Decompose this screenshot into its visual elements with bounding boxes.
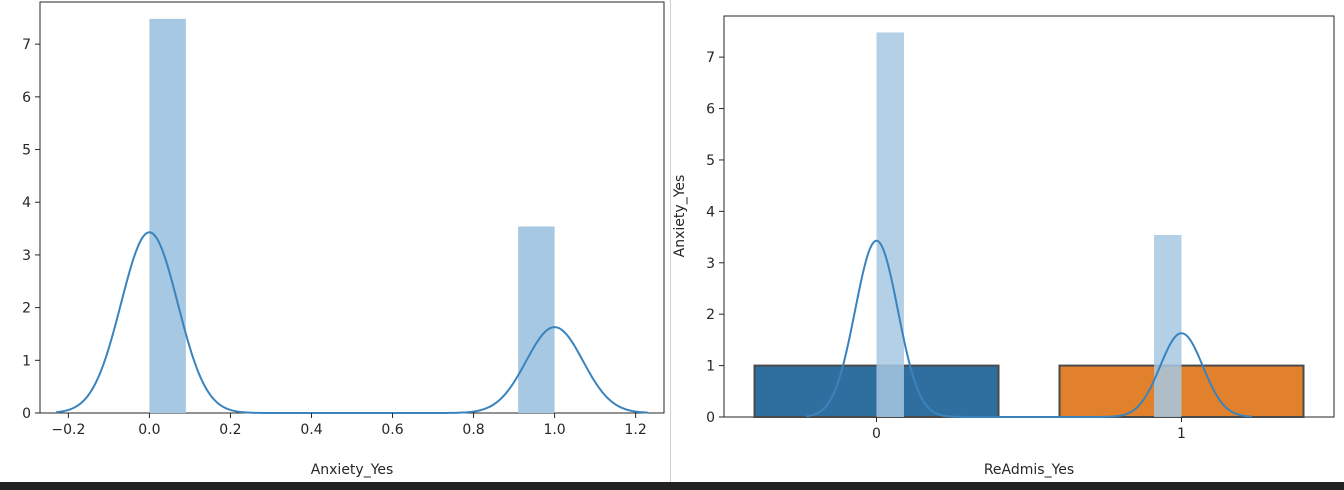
right-y-tick-label: 1 — [706, 359, 715, 375]
right-y-tick-label: 4 — [706, 204, 715, 220]
left-y-tick-label: 2 — [22, 301, 31, 317]
right-y-tick-label: 2 — [706, 307, 715, 323]
right-kde-line — [806, 239, 1252, 418]
left-histogram — [149, 18, 555, 413]
bottom-bar — [0, 482, 1344, 490]
left-x-tick-label: 0.8 — [462, 422, 484, 438]
left-y-tick-label: 5 — [22, 143, 31, 159]
left-x-ticks: −0.2 0.0 0.2 0.4 0.6 0.8 1.0 1.2 — [51, 413, 647, 438]
left-y-tick-label: 7 — [22, 37, 31, 53]
right-y-tick-label: 6 — [706, 102, 715, 118]
right-hist-bar-0 — [876, 32, 904, 417]
right-hist-bar-1 — [1154, 235, 1182, 417]
right-y-tick-label: 7 — [706, 50, 715, 66]
left-y-tick-label: 1 — [22, 353, 31, 369]
left-y-tick-label: 4 — [22, 195, 31, 211]
left-x-tick-label: 0.4 — [300, 422, 322, 438]
left-kde-line — [56, 231, 648, 414]
right-y-axis-label: Anxiety_Yes — [672, 175, 688, 258]
left-y-tick-label: 3 — [22, 248, 31, 264]
left-y-tick-label: 6 — [22, 90, 31, 106]
right-y-tick-label: 5 — [706, 153, 715, 169]
left-x-tick-label: 0.0 — [138, 422, 160, 438]
left-y-tick-label: 0 — [22, 406, 31, 422]
left-x-axis-label: Anxiety_Yes — [311, 462, 394, 478]
left-hist-bar-0 — [149, 18, 186, 413]
left-plot: −0.2 0.0 0.2 0.4 0.6 0.8 1.0 1.2 0 1 2 3 4 5 6 7 Anxie… — [22, 1, 665, 478]
right-y-tick-label: 3 — [706, 256, 715, 272]
left-plot-frame — [39, 1, 665, 414]
left-hist-bar-1 — [518, 226, 555, 413]
right-y-ticks: 0 1 2 3 4 5 6 7 — [706, 50, 724, 426]
right-plot-frame — [723, 15, 1335, 418]
left-x-tick-label: 1.2 — [625, 422, 647, 438]
right-bars — [753, 364, 1305, 419]
panel-divider — [670, 0, 671, 482]
right-x-tick-label: 1 — [1177, 426, 1186, 442]
right-x-tick-label: 0 — [872, 426, 881, 442]
left-x-tick-label: 0.2 — [219, 422, 241, 438]
left-x-tick-label: 1.0 — [543, 422, 565, 438]
right-y-tick-label: 0 — [706, 410, 715, 426]
left-x-tick-label: 0.6 — [381, 422, 403, 438]
right-histogram — [876, 32, 1182, 417]
left-y-ticks: 0 1 2 3 4 5 6 7 — [22, 37, 40, 422]
left-x-tick-label: −0.2 — [51, 422, 85, 438]
right-x-axis-label: ReAdmis_Yes — [984, 462, 1074, 478]
